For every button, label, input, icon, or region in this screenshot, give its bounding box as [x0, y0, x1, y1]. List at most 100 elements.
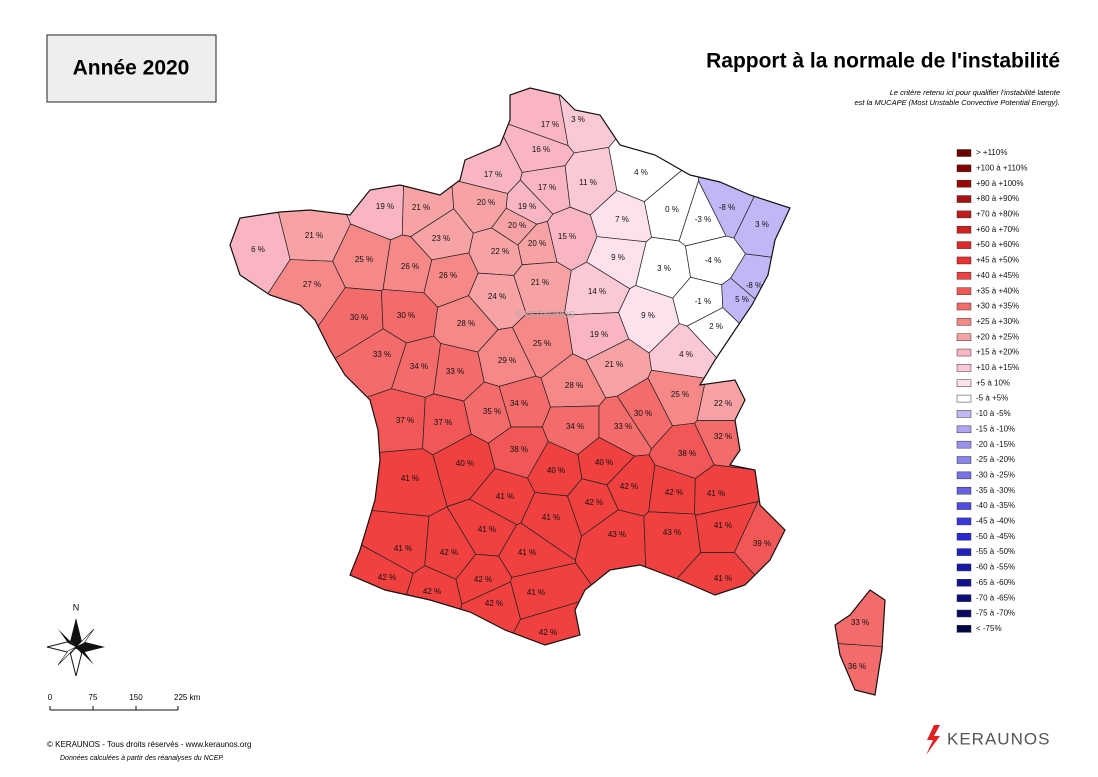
legend-swatch	[956, 164, 972, 173]
compass-point	[57, 646, 77, 666]
legend-swatch	[956, 333, 972, 341]
legend-swatch	[956, 318, 972, 326]
department-label: 9 %	[611, 253, 625, 262]
department-label: 41 %	[714, 521, 732, 530]
department-label: 9 %	[641, 311, 655, 320]
department	[381, 88, 523, 194]
legend-label: -65 à -60%	[976, 578, 1015, 587]
department-label: 28 %	[457, 319, 475, 328]
compass-point	[76, 641, 105, 653]
department-label: 40 %	[595, 458, 613, 467]
legend-swatch	[956, 394, 972, 403]
department-label: 41 %	[518, 548, 536, 557]
department	[688, 639, 885, 695]
legend-label: +60 à +70%	[976, 225, 1019, 234]
department-label: 32 %	[714, 432, 732, 441]
department-label: 21 %	[412, 203, 430, 212]
department-label: 42 %	[440, 548, 458, 557]
legend-label: +5 à 10%	[976, 378, 1010, 387]
department	[694, 420, 885, 475]
legend-swatch	[956, 440, 972, 449]
department-label: 33 %	[614, 422, 632, 431]
legend-swatch	[956, 287, 972, 295]
watermark: © KERAUNOS	[515, 309, 575, 319]
legend-swatch	[956, 517, 972, 526]
compass-point	[76, 647, 94, 665]
legend-swatch	[956, 272, 972, 280]
department-label: 29 %	[498, 356, 516, 365]
scale-label: 225 km	[174, 693, 201, 702]
department-label: 28 %	[565, 381, 583, 390]
legend-swatch	[956, 256, 972, 265]
department-label: 14 %	[588, 287, 606, 296]
legend-label: -20 à -15%	[976, 440, 1015, 449]
department-label: 17 %	[541, 120, 559, 129]
department	[427, 581, 521, 695]
department-label: -1 %	[695, 297, 711, 306]
department-label: 19 %	[590, 330, 608, 339]
legend-label: -30 à -25%	[976, 470, 1015, 479]
legend-label: -35 à -30%	[976, 486, 1015, 495]
legend-swatch	[956, 563, 972, 572]
department-label: 19 %	[376, 202, 394, 211]
department-label: 38 %	[510, 445, 528, 454]
legend-swatch	[956, 348, 972, 357]
department-label: 34 %	[410, 362, 428, 371]
legend-swatch	[956, 625, 972, 633]
legend-label: +90 à +100%	[976, 179, 1024, 188]
legend-label: -75 à -70%	[976, 609, 1015, 618]
department-label: 42 %	[539, 628, 557, 637]
department-label: 21 %	[305, 231, 323, 240]
legend-swatch	[956, 149, 972, 157]
legend-swatch	[956, 410, 972, 418]
legend-swatch	[956, 609, 972, 618]
department	[641, 552, 789, 695]
department-label: 23 %	[432, 234, 450, 243]
department-label: 22 %	[491, 247, 509, 256]
scale-label: 150	[129, 693, 143, 702]
department-label: 41 %	[707, 489, 725, 498]
compass-north: N	[73, 602, 80, 612]
department-label: 27 %	[303, 280, 321, 289]
department-label: 34 %	[510, 399, 528, 408]
department-label: 42 %	[423, 587, 441, 596]
legend-label: < -75%	[976, 624, 1002, 633]
department-label: 41 %	[478, 525, 496, 534]
department-label: 20 %	[477, 198, 495, 207]
department	[547, 206, 598, 271]
department-label: 30 %	[350, 313, 368, 322]
department-label: 36 %	[848, 662, 866, 671]
compass-point	[75, 628, 95, 648]
department	[401, 88, 455, 237]
department	[734, 417, 885, 613]
department-label: 42 %	[620, 482, 638, 491]
legend-label: +70 à +80%	[976, 210, 1019, 219]
legend-label: -15 à -10%	[976, 424, 1015, 433]
legend-swatch	[956, 241, 972, 249]
department	[608, 88, 763, 203]
legend-label: +30 à +35%	[976, 302, 1019, 311]
department-label: 22 %	[714, 399, 732, 408]
legend-label: +40 à +45%	[976, 271, 1019, 280]
legend-label: +20 à +25%	[976, 332, 1019, 341]
department-label: 41 %	[714, 574, 732, 583]
department	[230, 476, 414, 695]
legend-label: -25 à -20%	[976, 455, 1015, 464]
legend-label: +50 à +60%	[976, 240, 1019, 249]
brand-logo	[926, 725, 940, 755]
department-label: 37 %	[434, 418, 452, 427]
legend-swatch	[956, 471, 972, 480]
legend-label: > +110%	[976, 148, 1007, 157]
department-label: 0 %	[665, 205, 679, 214]
department-label: 4 %	[679, 350, 693, 359]
department-label: 42 %	[665, 488, 683, 497]
department-label: 33 %	[373, 350, 391, 359]
department-label: -8 %	[719, 203, 735, 212]
legend-label: -10 à -5%	[976, 409, 1011, 418]
legend-swatch	[956, 594, 972, 602]
department-labels: 17 % 3 % 16 % 17 % 17 % 11 % 4 % 0 % -8 % 3 % -3 %…	[251, 115, 869, 671]
legend-label: +10 à +15%	[976, 363, 1019, 372]
department-label: 20 %	[508, 221, 526, 230]
